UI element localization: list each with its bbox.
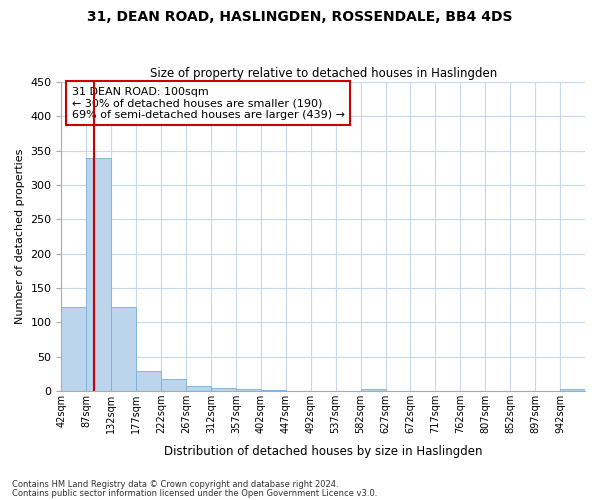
Text: Contains public sector information licensed under the Open Government Licence v3: Contains public sector information licen… bbox=[12, 488, 377, 498]
Text: Contains HM Land Registry data © Crown copyright and database right 2024.: Contains HM Land Registry data © Crown c… bbox=[12, 480, 338, 489]
Bar bbox=[86, 158, 111, 391]
Bar bbox=[111, 308, 136, 391]
Bar bbox=[261, 390, 286, 391]
Title: Size of property relative to detached houses in Haslingden: Size of property relative to detached ho… bbox=[149, 66, 497, 80]
Bar bbox=[61, 308, 86, 391]
Bar bbox=[136, 371, 161, 391]
Bar bbox=[361, 389, 386, 391]
Bar bbox=[161, 380, 186, 391]
Bar bbox=[211, 388, 236, 391]
Text: 31, DEAN ROAD, HASLINGDEN, ROSSENDALE, BB4 4DS: 31, DEAN ROAD, HASLINGDEN, ROSSENDALE, B… bbox=[87, 10, 513, 24]
Text: 31 DEAN ROAD: 100sqm
← 30% of detached houses are smaller (190)
69% of semi-deta: 31 DEAN ROAD: 100sqm ← 30% of detached h… bbox=[72, 86, 345, 120]
Bar bbox=[236, 389, 261, 391]
Bar bbox=[560, 389, 585, 391]
X-axis label: Distribution of detached houses by size in Haslingden: Distribution of detached houses by size … bbox=[164, 444, 482, 458]
Y-axis label: Number of detached properties: Number of detached properties bbox=[15, 149, 25, 324]
Bar bbox=[186, 386, 211, 391]
